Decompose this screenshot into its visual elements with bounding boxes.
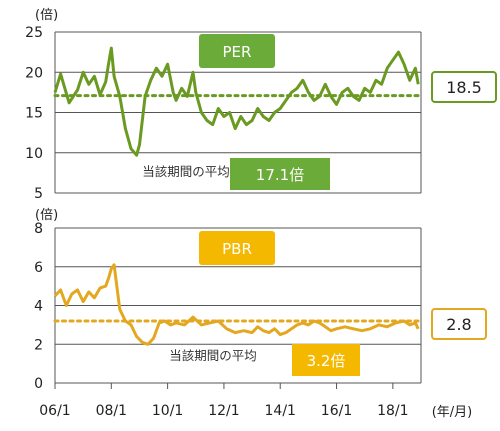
pbr-y-tick-label: 6 [34,260,43,276]
pbr-unit-label: (倍) [35,208,58,223]
pbr-average-caption: 当該期間の平均 [169,348,257,363]
pbr-average-value: 3.2倍 [307,352,346,370]
per-y-tick-label: 25 [25,25,43,41]
x-tick-label: 10/1 [152,403,183,419]
pbr-y-tick-label: 8 [34,221,43,237]
per-chart: (倍) 5 10 15 20 25 PER 当該期間の平均 17.1倍 18.5 [25,8,497,202]
x-tick-label: 06/1 [39,403,70,419]
per-gridlines [54,31,422,194]
pbr-gridlines [54,227,422,384]
x-tick-label: 16/1 [321,403,352,419]
pbr-current-value-box [431,308,487,340]
per-average-value: 17.1倍 [256,166,304,184]
x-tick-label: 12/1 [208,403,239,419]
per-unit-label: (倍) [35,8,58,23]
x-axis-label: (年/月) [432,405,473,420]
per-legend-label: PER [223,43,252,61]
pbr-series-line [53,263,420,346]
per-y-tick-label: 20 [25,65,43,81]
pbr-y-axis: 0 2 4 6 8 [34,221,43,392]
x-tick-label: 08/1 [96,403,127,419]
x-tick-label: 14/1 [265,403,296,419]
x-tick-label: 18/1 [377,403,408,419]
per-average-caption: 当該期間の平均 [142,164,230,179]
per-legend-box [199,34,275,68]
per-current-value-box [431,71,497,103]
per-average-value-box [230,158,330,190]
pbr-y-tick-label: 2 [34,337,43,353]
per-series-line [53,46,420,157]
pbr-y-tick-label: 4 [34,299,43,315]
per-y-tick-label: 5 [34,186,43,202]
pbr-y-tick-label: 0 [34,376,43,392]
per-y-tick-label: 15 [25,106,43,122]
pbr-chart: (倍) 0 2 4 6 8 PBR 当該期間の平均 3.2倍 2.8 06/1 08/1 1… [34,208,487,420]
pbr-current-value: 2.8 [446,315,471,334]
pbr-legend-label: PBR [222,240,252,258]
x-axis: 06/1 08/1 10/1 12/1 14/1 16/1 18/1 [39,383,409,419]
per-y-tick-label: 10 [25,146,43,162]
pbr-average-value-box [292,344,360,376]
per-y-axis: 5 10 15 20 25 [25,25,43,202]
pbr-legend-box [199,231,275,265]
per-current-value: 18.5 [446,78,482,97]
